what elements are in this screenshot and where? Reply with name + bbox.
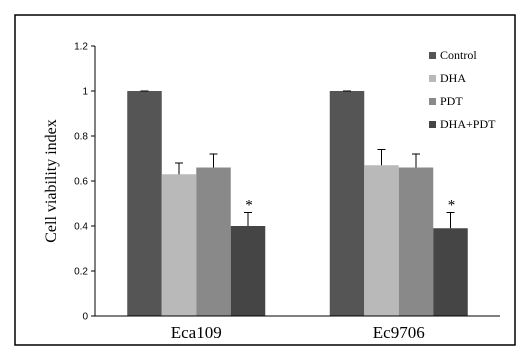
bar-dha-pdt-eca109 [230, 226, 266, 316]
y-tick-label: 0.6 [74, 177, 88, 188]
y-tick-label: 0.4 [74, 222, 88, 233]
y-ticks-group: 0 0.2 0.4 0.6 0.8 1 1.2 [74, 42, 95, 323]
legend-swatch [429, 98, 436, 105]
y-tick-label: 0.8 [74, 132, 88, 143]
annotations-group: * * [245, 198, 455, 214]
bar-dha-ec9706 [364, 165, 399, 316]
y-axis-label: Cell viability index [43, 119, 60, 243]
bar-dha-eca109 [161, 174, 197, 316]
bar-pdt-eca109 [196, 167, 231, 316]
y-tick-label: 0.2 [74, 267, 88, 278]
bar-pdt-ec9706 [398, 167, 434, 316]
bars-group [127, 91, 468, 316]
legend-swatch [429, 52, 436, 59]
y-tick-label: 1 [82, 87, 88, 98]
x-category-label: Ec9706 [373, 323, 425, 342]
plot-border [14, 14, 516, 346]
significance-marker: * [245, 198, 253, 214]
significance-marker: * [448, 198, 456, 214]
bar-dha-pdt-ec9706 [433, 228, 468, 316]
bar-control-eca109 [127, 91, 162, 316]
x-category-label: Eca109 [171, 323, 222, 342]
legend-label: Control [440, 48, 477, 62]
bar-control-ec9706 [329, 91, 365, 316]
legend-label: DHA [440, 71, 466, 85]
legend-label: DHA+PDT [440, 117, 496, 131]
legend-swatch [429, 121, 436, 128]
errorbars-group [140, 90, 455, 229]
y-tick-label: 0 [82, 312, 88, 323]
legend: Control DHA PDT DHA+PDT [429, 48, 496, 131]
x-labels-group: Eca109 Ec9706 [171, 323, 425, 342]
legend-label: PDT [440, 94, 463, 108]
y-tick-label: 1.2 [74, 42, 88, 53]
legend-swatch [429, 75, 436, 82]
